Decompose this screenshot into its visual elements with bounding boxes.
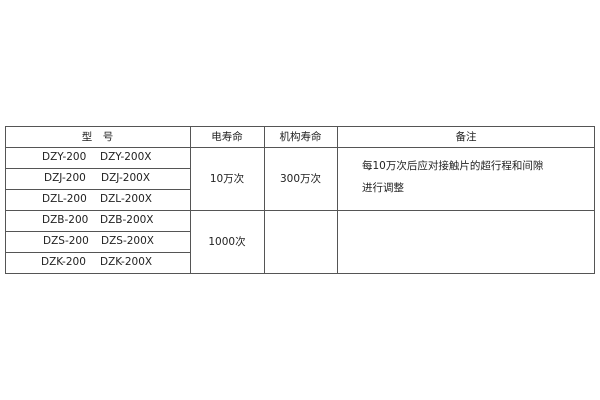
- column-divider: [190, 126, 191, 274]
- header-model: 型 号: [81, 131, 114, 143]
- model-a: DZY-200: [42, 151, 87, 163]
- model-b: DZJ-200X: [101, 172, 151, 184]
- model-a: DZL-200: [42, 193, 87, 205]
- mechanical-life-value: [264, 210, 337, 273]
- row-divider: [5, 252, 190, 253]
- model-a: DZJ-200: [44, 172, 86, 184]
- header-remarks: 备注: [455, 131, 477, 143]
- electrical-life-value: 10万次: [209, 173, 245, 185]
- model-a: DZB-200: [42, 214, 89, 226]
- row-divider: [5, 231, 190, 232]
- table-border: [594, 126, 595, 274]
- row-divider: [5, 189, 190, 190]
- table-border: [5, 126, 6, 274]
- table-border: [5, 273, 595, 274]
- mechanical-life-value: 300万次: [279, 173, 322, 185]
- model-b: DZK-200X: [100, 256, 153, 268]
- model-a: DZK-200: [41, 256, 86, 268]
- group-divider: [5, 210, 595, 211]
- header-mechanical-life: 机构寿命: [279, 131, 322, 143]
- column-divider: [337, 126, 338, 274]
- model-a: DZS-200: [43, 235, 89, 247]
- model-b: DZS-200X: [101, 235, 154, 247]
- header-divider: [5, 147, 595, 148]
- model-b: DZY-200X: [100, 151, 152, 163]
- header-electrical-life: 电寿命: [211, 131, 243, 143]
- electrical-life-value: 1000次: [208, 236, 246, 248]
- model-b: DZL-200X: [100, 193, 152, 205]
- remarks-line: 每10万次后应对接触片的超行程和间隙: [362, 160, 544, 172]
- column-divider: [264, 126, 265, 274]
- model-b: DZB-200X: [100, 214, 154, 226]
- remarks-line: 进行调整: [362, 182, 404, 194]
- table-border: [5, 126, 595, 127]
- row-divider: [5, 168, 190, 169]
